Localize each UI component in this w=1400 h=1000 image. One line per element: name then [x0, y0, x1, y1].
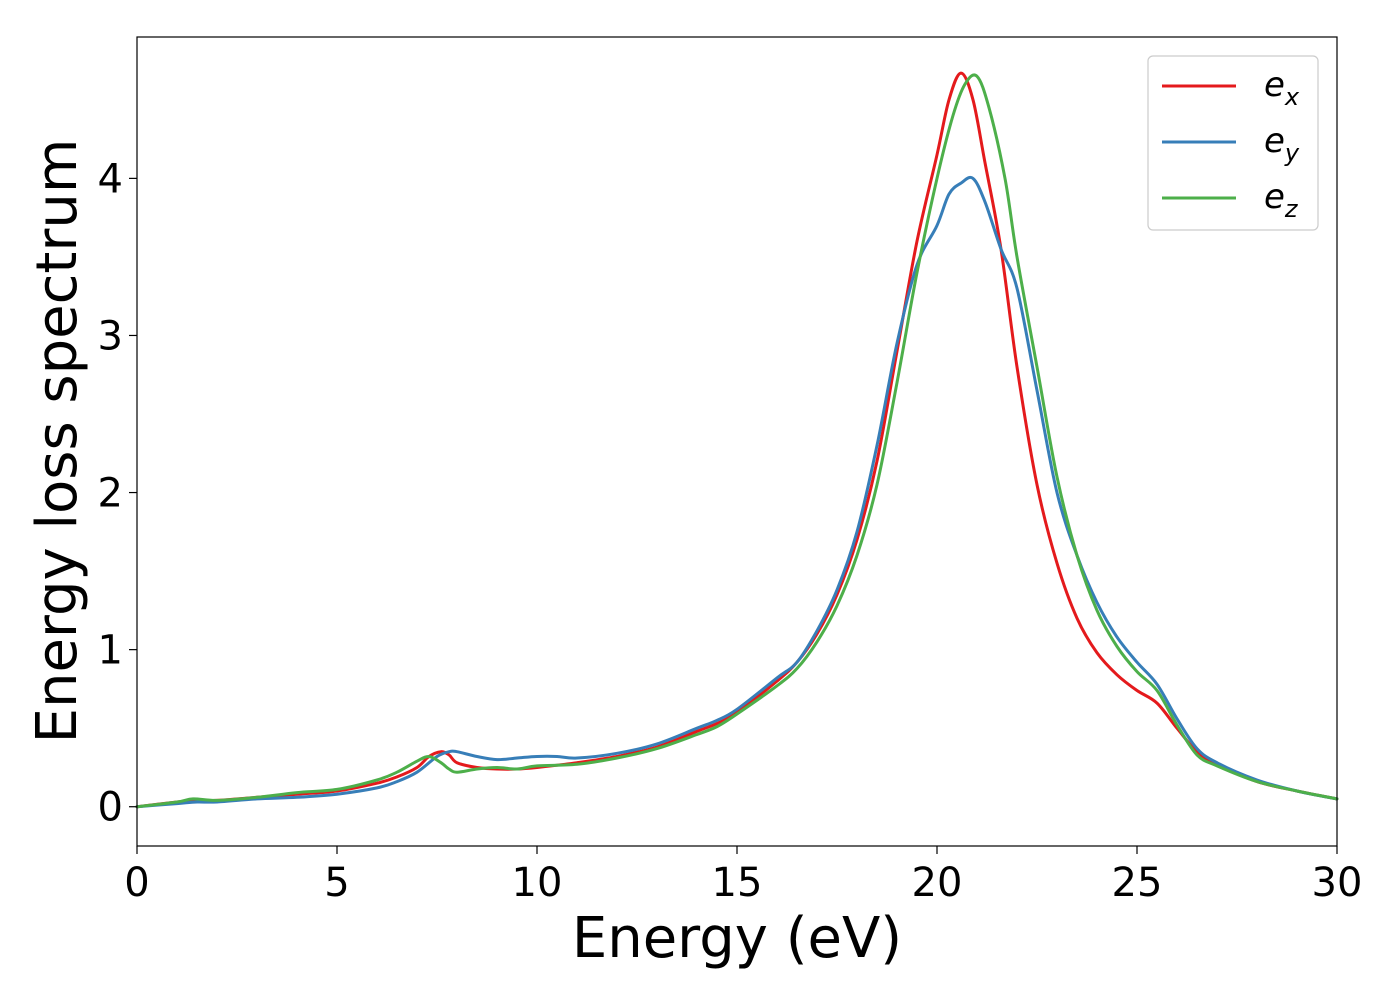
x-tick-label: 20	[912, 860, 963, 906]
x-tick-label: 5	[324, 860, 349, 906]
y-axis-title: Energy loss spectrum	[25, 139, 90, 744]
series-layer	[135, 71, 1339, 809]
x-tick-label: 30	[1312, 860, 1363, 906]
legend-label: ey	[1264, 121, 1300, 167]
y-axis: 0 1 2 3 4	[98, 156, 137, 831]
y-tick-label: 2	[98, 471, 123, 517]
x-axis-title: Energy (eV)	[572, 906, 902, 971]
series-line-ez	[135, 73, 1339, 809]
series-line-ey	[135, 175, 1339, 809]
y-tick-label: 4	[98, 156, 123, 202]
x-tick-label: 15	[712, 860, 763, 906]
x-tick-label: 25	[1112, 860, 1163, 906]
x-axis: 0 5 10 15 20 25 30	[124, 846, 1362, 906]
x-tick-label: 10	[512, 860, 563, 906]
y-tick-label: 3	[98, 313, 123, 359]
x-tick-label: 0	[124, 860, 149, 906]
series-line-ex	[135, 71, 1339, 809]
y-tick-label: 0	[98, 785, 123, 831]
y-tick-label: 1	[98, 628, 123, 674]
legend-label: ex	[1264, 65, 1300, 111]
